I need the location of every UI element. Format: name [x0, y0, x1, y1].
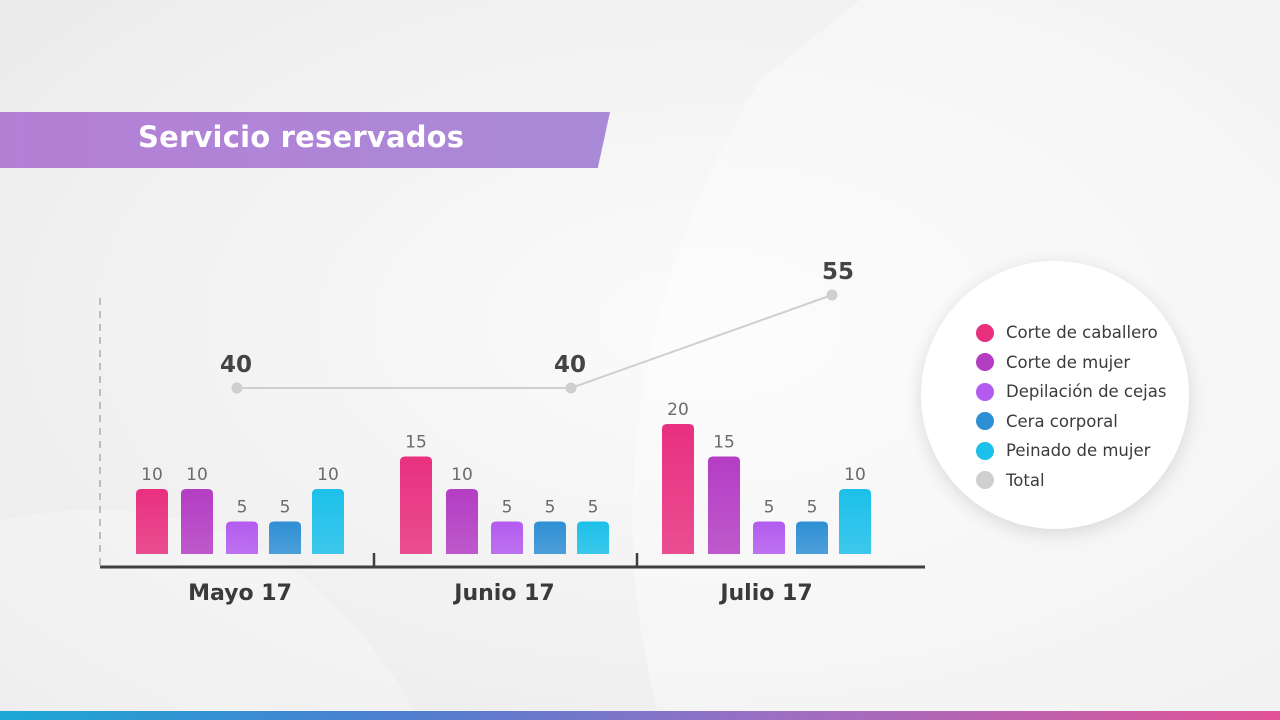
category-label: Mayo 17: [188, 581, 292, 606]
legend-item: Corte de mujer: [976, 348, 1166, 378]
bar: [839, 489, 871, 554]
bar: [181, 489, 213, 554]
bar-value-label: 10: [317, 465, 339, 485]
legend-swatch: [976, 471, 994, 490]
bar-value-label: 5: [237, 498, 248, 518]
total-value-label: 55: [822, 259, 854, 285]
bar-value-label: 20: [667, 400, 689, 420]
bar: [534, 521, 566, 554]
bar: [753, 521, 785, 554]
legend-swatch: [976, 353, 994, 372]
bar-value-label: 10: [186, 465, 208, 485]
total-line: [237, 294, 833, 389]
legend-list: Corte de caballero Corte de mujer Depilaci…: [976, 318, 1166, 495]
total-point: [565, 382, 577, 394]
bar-value-label: 15: [713, 433, 735, 453]
total-value-label: 40: [220, 352, 252, 378]
legend-item: Corte de caballero: [976, 318, 1166, 348]
bar-value-label: 5: [502, 498, 513, 518]
chart-title: Servicio reservados: [138, 120, 465, 154]
bar-value-label: 5: [545, 498, 556, 518]
category-label: Junio 17: [452, 581, 554, 606]
legend-label: Peinado de mujer: [1006, 441, 1151, 461]
bar-value-label: 5: [280, 498, 291, 518]
bar-value-label: 5: [764, 498, 775, 518]
bar-value-label: 5: [588, 498, 599, 518]
legend-label: Corte de mujer: [1006, 352, 1131, 372]
legend-label: Depilación de cejas: [1006, 382, 1167, 402]
bottom-accent-bar: [0, 711, 1280, 720]
bar: [708, 456, 740, 554]
total-point: [231, 382, 243, 394]
bar: [446, 489, 478, 554]
legend-swatch: [976, 412, 994, 431]
bar: [796, 521, 828, 554]
bar-value-label: 10: [451, 465, 473, 485]
legend-item: Peinado de mujer: [976, 436, 1166, 466]
bar: [226, 521, 258, 554]
category-label: Julio 17: [718, 581, 812, 606]
bar-value-label: 10: [844, 465, 866, 485]
bar: [269, 521, 301, 554]
bar: [662, 424, 694, 554]
total-value-label: 40: [554, 352, 586, 378]
legend-item: Depilación de cejas: [976, 377, 1166, 407]
legend: Corte de caballero Corte de mujer Depilaci…: [921, 261, 1189, 529]
bar: [577, 521, 609, 554]
legend-swatch: [976, 382, 994, 401]
title-banner: [0, 112, 610, 168]
bar-value-label: 5: [807, 498, 818, 518]
legend-label: Cera corporal: [1006, 411, 1118, 431]
bar-value-label: 15: [405, 433, 427, 453]
legend-item: Cera corporal: [976, 407, 1166, 437]
bar-value-label: 10: [141, 465, 163, 485]
bar: [136, 489, 168, 554]
legend-label: Corte de caballero: [1006, 323, 1158, 343]
legend-swatch: [976, 441, 994, 460]
bar: [491, 521, 523, 554]
legend-label: Total: [1006, 470, 1045, 490]
total-point: [826, 289, 838, 301]
legend-item: Total: [976, 466, 1166, 496]
bar: [400, 456, 432, 554]
bar: [312, 489, 344, 554]
legend-swatch: [976, 323, 994, 342]
